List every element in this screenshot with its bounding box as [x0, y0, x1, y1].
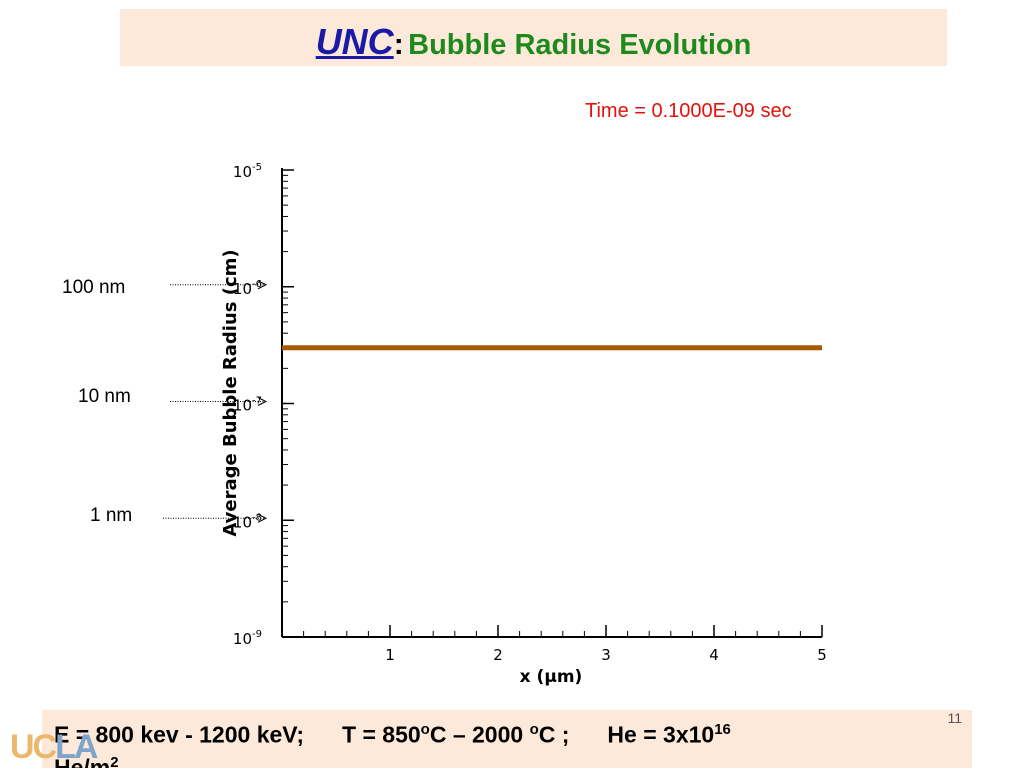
axes [281, 168, 822, 638]
y-tick-label: 10-5 [233, 162, 262, 181]
annotation-10nm: 10 nm [78, 386, 131, 407]
energy-text: E = 800 kev - 1200 keV; [54, 721, 305, 748]
title-colon: : [393, 28, 404, 61]
x-tick-label: 2 [493, 646, 503, 664]
annotation-arrow [257, 280, 268, 290]
y-axis-label: Average Bubble Radius (cm) [220, 249, 241, 536]
temperature-suffix: C ; [538, 721, 570, 748]
dose-prefix: He = 3x10 [607, 721, 715, 748]
x-tick-label: 4 [709, 646, 719, 664]
degree-mark-1: o [420, 721, 430, 738]
annotation-100nm: 100 nm [62, 277, 126, 298]
slide-title: UNC: Bubble Radius Evolution [120, 21, 947, 63]
title-text: Bubble Radius Evolution [408, 29, 752, 61]
temperature-mid: C – 2000 [429, 721, 530, 748]
slide-number: 11 [947, 710, 962, 726]
y-tick-label: 10-9 [233, 629, 262, 648]
ucla-logo: UCLA [10, 728, 98, 767]
x-tick-label: 5 [817, 646, 827, 664]
time-label: Time = 0.1000E-09 sec [585, 100, 792, 122]
x-axis-label: x (μm) [520, 667, 583, 687]
title-banner: UNC: Bubble Radius Evolution [120, 9, 947, 66]
annotation-arrow [257, 397, 268, 406]
dose-exponent: 16 [714, 721, 731, 738]
tick-marks [282, 169, 823, 638]
degree-mark-2: o [529, 721, 539, 738]
title-link[interactable]: UNC [315, 21, 394, 62]
annotation-arrow [257, 513, 268, 523]
x-tick-label: 1 [385, 646, 395, 664]
tick-labels: 10-510-610-710-810-91 2 3 4 5 [233, 162, 827, 664]
dose-unit-exponent: 2 [110, 753, 119, 768]
temperature-prefix: T = 850 [342, 721, 421, 748]
footer-text: E = 800 kev - 1200 keV; T = 850oC – 2000 … [54, 716, 731, 768]
logo-part-la: LA [55, 728, 98, 766]
x-tick-label: 3 [601, 646, 611, 664]
dose-unit: He/m [54, 754, 111, 768]
footer-banner: E = 800 kev - 1200 keV; T = 850oC – 2000 … [42, 710, 972, 768]
annotation-leaders [163, 280, 268, 523]
y-tick-label: 10-8 [233, 512, 262, 531]
annotation-1nm: 1 nm [90, 505, 133, 526]
logo-part-uc: UC [10, 728, 57, 766]
